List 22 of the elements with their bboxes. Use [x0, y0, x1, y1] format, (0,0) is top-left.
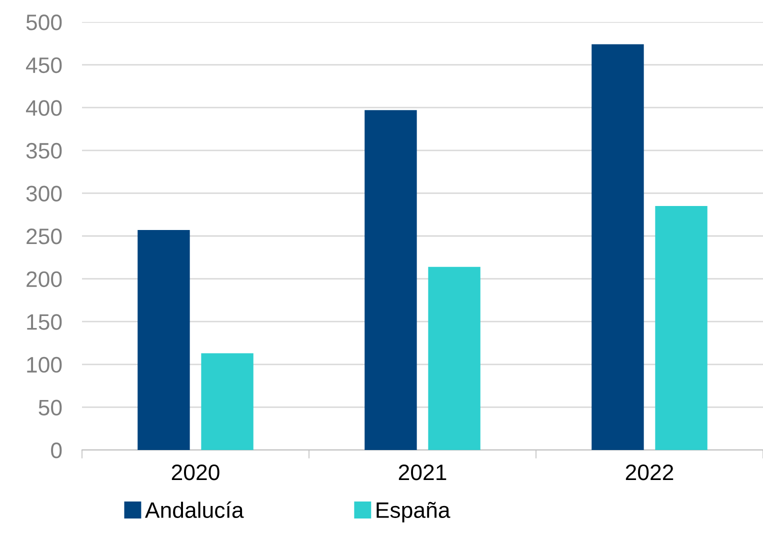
y-tick-label: 0 — [51, 442, 62, 458]
legend-label: Andalucía — [144, 501, 244, 518]
x-tick-label: 2021 — [398, 464, 446, 480]
y-tick-label: 50 — [38, 400, 62, 416]
bar — [364, 110, 417, 450]
y-tick-label: 250 — [26, 228, 62, 244]
y-tick-label: 300 — [26, 186, 62, 202]
y-tick-label: 200 — [26, 271, 62, 288]
legend-label: España — [376, 502, 450, 522]
y-tick-label: 350 — [26, 142, 62, 159]
bar — [655, 206, 708, 450]
x-tick-label: 2022 — [626, 464, 674, 480]
y-tick-label: 500 — [26, 14, 62, 30]
x-tick-label: 2020 — [172, 464, 220, 480]
y-tick-label: 450 — [26, 57, 62, 74]
bar — [592, 44, 644, 450]
bar — [138, 230, 190, 450]
y-tick-label: 400 — [26, 100, 62, 116]
bar — [201, 353, 254, 450]
y-tick-label: 150 — [27, 314, 62, 330]
y-tick-label: 100 — [27, 356, 62, 373]
bar — [428, 266, 480, 450]
